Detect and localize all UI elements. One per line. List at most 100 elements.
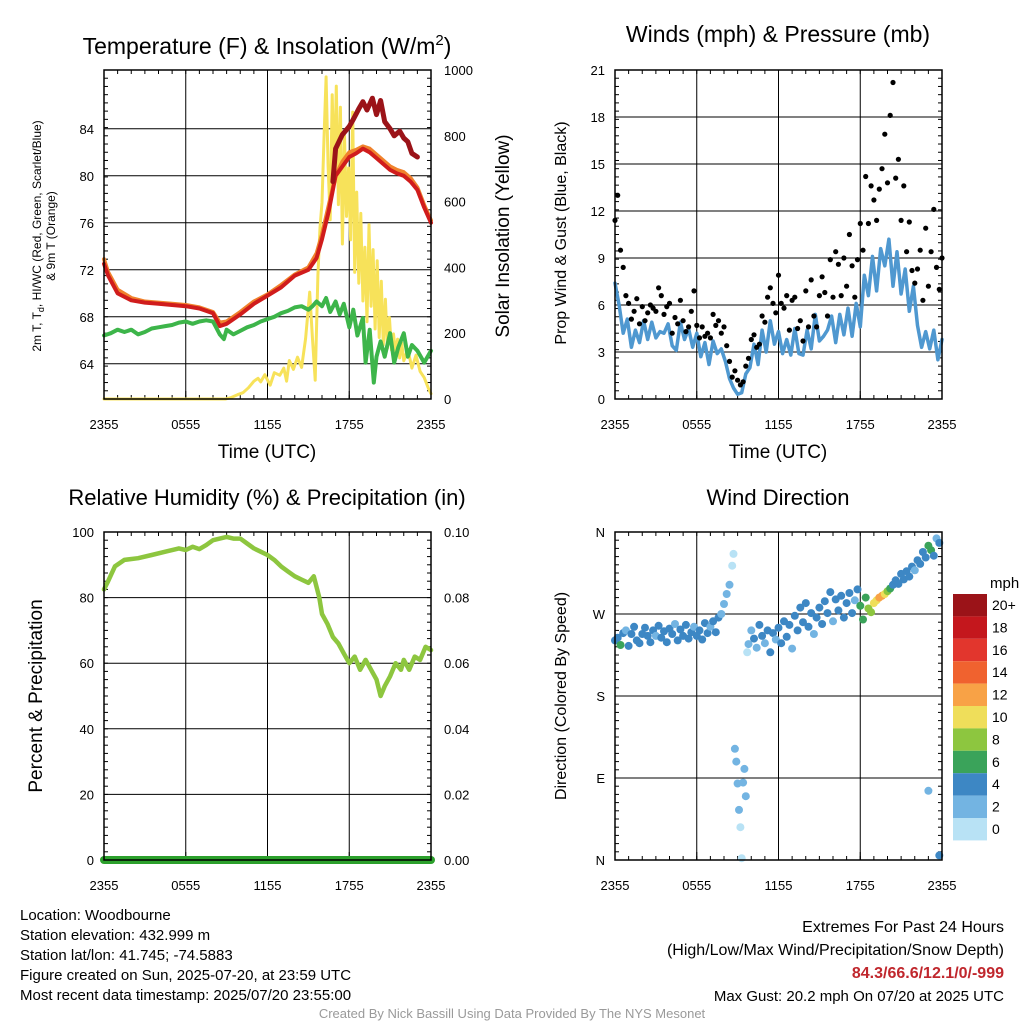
direction-point — [834, 606, 843, 615]
gust-point — [923, 225, 929, 231]
direction-point — [818, 620, 827, 628]
direction-point — [755, 620, 764, 629]
humidity-precipitation-chart: Relative Humidity (%) & Precipitation (i… — [26, 485, 469, 893]
temp-line — [102, 146, 433, 329]
x-tick-label: 0555 — [171, 417, 200, 432]
extremes-title: Extremes For Past 24 Hours — [802, 919, 1004, 936]
x-tick-label: 1755 — [846, 417, 875, 432]
gust-point — [680, 318, 686, 324]
gust-point — [841, 255, 847, 261]
y-tick-label: 12 — [591, 204, 605, 219]
direction-point — [859, 615, 867, 624]
temp-chart-title: Temperature (F) & Insolation (W/m2) — [83, 32, 452, 59]
direction-point — [793, 626, 802, 635]
direction-point — [681, 620, 690, 629]
x-tick-label: 1155 — [254, 417, 282, 432]
gust-point — [762, 319, 768, 325]
gust-point — [857, 220, 863, 227]
gust-point — [871, 197, 877, 203]
x-tick-label: 1155 — [765, 878, 793, 893]
legend-label: 14 — [992, 664, 1008, 680]
gust-point — [732, 368, 738, 374]
rh-chart-title: Relative Humidity (%) & Precipitation (i… — [68, 485, 465, 510]
gust-point — [849, 263, 855, 269]
credit-line: Created By Nick Bassill Using Data Provi… — [318, 1006, 706, 1021]
gust-point — [666, 300, 673, 306]
recent-data-timestamp: Most recent data timestamp: 2025/07/20 2… — [20, 987, 352, 1004]
direction-point — [750, 634, 758, 643]
gust-point — [803, 288, 809, 294]
gust-point — [773, 310, 779, 316]
gust-point — [658, 293, 664, 299]
direction-point — [747, 626, 756, 635]
gust-point — [819, 274, 825, 280]
direction-point — [823, 609, 832, 618]
plot-border — [103, 531, 432, 861]
gust-point — [920, 297, 926, 303]
extremes-values: 84.3/66.6/12.1/0/-999 — [851, 965, 1004, 982]
gust-point — [688, 308, 694, 314]
legend-swatch — [953, 728, 987, 751]
legend-label: 12 — [992, 687, 1008, 703]
y2-tick-label: 0.08 — [444, 591, 469, 606]
direction-point — [929, 551, 938, 560]
direction-point — [752, 643, 761, 652]
legend-swatch — [953, 683, 987, 706]
dewpoint-line — [102, 296, 433, 385]
gust-point — [860, 247, 866, 253]
gust-point — [884, 180, 891, 186]
x-tick-label: 1155 — [765, 417, 793, 432]
gust-point — [898, 217, 904, 223]
temperature-insolation-chart: Temperature (F) & Insolation (W/m2) 2m T… — [30, 32, 514, 463]
direction-point — [790, 611, 799, 620]
gust-point — [800, 338, 806, 344]
direction-point — [769, 629, 777, 638]
legend-label: 8 — [992, 731, 1000, 747]
direction-point — [728, 561, 737, 570]
gust-point — [895, 156, 902, 162]
x-tick-label: 1755 — [846, 878, 875, 893]
direction-point — [829, 617, 837, 626]
gust-point — [745, 355, 752, 361]
y-tick-label: 9 — [598, 251, 605, 266]
gust-point — [901, 183, 907, 189]
direction-point — [758, 631, 767, 640]
gust-point — [912, 280, 918, 286]
gust-point — [830, 294, 836, 300]
legend-swatch — [953, 773, 987, 796]
plot-border — [614, 69, 943, 400]
y2-tick-label: 0.06 — [444, 656, 469, 671]
x-tick-label: 1755 — [335, 878, 364, 893]
gust-point — [811, 313, 817, 319]
gust-point — [814, 324, 820, 330]
gust-point — [835, 261, 842, 267]
y-tick-label: 3 — [598, 345, 605, 360]
direction-point — [848, 609, 857, 618]
gust-point — [784, 293, 790, 299]
direction-point — [657, 633, 666, 642]
direction-point — [807, 609, 816, 618]
direction-point — [711, 628, 720, 637]
legend-label: 6 — [992, 754, 1000, 770]
gust-point — [775, 272, 782, 278]
direction-point — [894, 579, 903, 588]
direction-point — [743, 648, 752, 657]
direction-point — [725, 580, 734, 589]
x-tick-label: 2355 — [928, 417, 957, 432]
gust-point — [756, 341, 763, 347]
direction-point — [815, 603, 824, 612]
y2-tick-label: 0.04 — [444, 722, 469, 737]
y-tick-label: N — [596, 853, 605, 868]
temp-chart-ylabel-line2: & 9m T (Orange) — [44, 191, 58, 281]
gust-point — [672, 314, 678, 321]
legend-swatch — [953, 750, 987, 774]
gust-point — [661, 311, 667, 317]
gust-point — [675, 321, 681, 327]
gust-point — [639, 304, 645, 310]
gust-point — [917, 247, 923, 253]
legend-label: 20+ — [992, 597, 1016, 613]
gust-point — [759, 313, 765, 319]
gust-point — [786, 327, 793, 333]
gust-point — [863, 173, 869, 180]
direction-point — [820, 597, 829, 606]
